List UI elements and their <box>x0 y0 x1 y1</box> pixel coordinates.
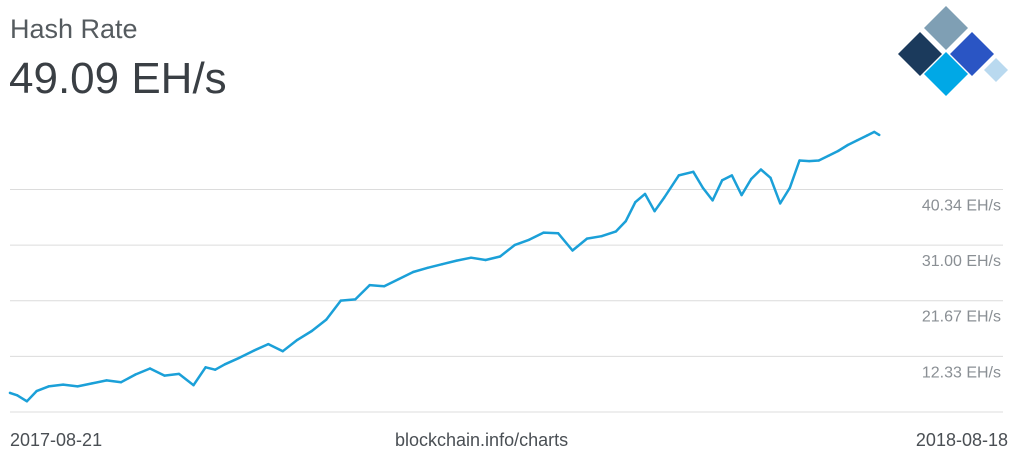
data-point <box>61 383 65 386</box>
data-point <box>134 373 137 376</box>
end-date-label: 2018-08-18 <box>915 430 1008 450</box>
data-point <box>740 193 743 197</box>
start-date-label: 2017-08-21 <box>10 430 103 450</box>
source-label[interactable]: blockchain.info/charts <box>395 430 569 450</box>
data-point <box>484 258 487 262</box>
data-point <box>16 394 19 397</box>
data-point <box>846 143 849 147</box>
logo-left-tile <box>898 32 942 76</box>
data-point <box>779 202 782 205</box>
data-point <box>759 168 763 171</box>
data-point <box>192 384 195 387</box>
data-point <box>556 232 560 235</box>
data-point <box>469 256 473 259</box>
data-point <box>177 372 181 376</box>
data-point <box>634 201 637 204</box>
data-point <box>214 368 217 371</box>
data-point <box>204 366 207 369</box>
data-point <box>865 134 869 137</box>
y-tick-label-0: 12.33 EH/s <box>922 364 1001 381</box>
data-point <box>721 179 724 182</box>
data-point <box>296 338 299 342</box>
data-point <box>769 176 772 179</box>
data-point <box>788 186 791 190</box>
logo-top-tile <box>924 6 968 50</box>
data-point <box>76 385 79 388</box>
data-point <box>354 298 357 301</box>
data-point <box>252 349 256 352</box>
data-point <box>281 350 284 353</box>
data-point <box>624 220 627 223</box>
logo-bottom-tile <box>924 52 968 96</box>
data-point <box>267 342 270 346</box>
data-point <box>90 382 94 385</box>
data-point <box>614 230 618 233</box>
current-hash-rate-value: 49.09 EH/s <box>9 54 227 103</box>
data-point <box>817 159 820 162</box>
data-point <box>730 174 734 177</box>
y-tick-label-1: 21.67 EH/s <box>922 309 1001 326</box>
data-point <box>47 385 50 388</box>
hash-rate-series-line <box>8 130 881 403</box>
data-point <box>808 159 811 163</box>
y-tick-label-2: 31.00 EH/s <box>922 253 1001 270</box>
data-point <box>585 237 589 240</box>
y-tick-label-3: 40.34 EH/s <box>922 197 1001 214</box>
data-point <box>798 159 801 162</box>
logo-right-tile <box>950 32 994 76</box>
data-point <box>368 283 371 287</box>
data-point <box>238 356 241 359</box>
data-point <box>692 170 695 173</box>
data-point <box>527 238 531 241</box>
data-point <box>25 400 29 403</box>
data-point <box>513 243 516 247</box>
data-point <box>455 259 458 262</box>
data-point <box>750 177 753 181</box>
data-point <box>397 277 400 281</box>
data-point <box>873 130 876 134</box>
data-point <box>653 210 656 213</box>
chart-title: Hash Rate <box>10 14 138 44</box>
data-point <box>35 389 38 393</box>
chart-series <box>8 130 881 403</box>
data-point <box>827 154 830 157</box>
data-point <box>663 196 666 199</box>
data-point <box>711 199 714 202</box>
data-point <box>119 381 123 384</box>
data-point <box>571 249 574 252</box>
data-point <box>325 318 328 321</box>
data-point <box>148 367 152 370</box>
chart-grid <box>10 188 1003 413</box>
data-point <box>223 363 227 366</box>
data-point <box>310 329 313 333</box>
data-point <box>701 186 705 190</box>
y-axis-labels: 12.33 EH/s 21.67 EH/s 31.00 EH/s 40.34 EH/s <box>922 197 1001 381</box>
data-point <box>163 374 166 377</box>
data-point <box>105 379 108 382</box>
data-point <box>8 391 12 395</box>
data-point <box>600 235 603 238</box>
data-point <box>643 192 647 196</box>
data-point <box>878 133 881 137</box>
data-point <box>412 270 415 274</box>
blockchain-logo-icon <box>898 6 1008 96</box>
data-point <box>441 263 444 266</box>
data-point <box>542 231 545 234</box>
data-point <box>677 174 680 177</box>
data-point <box>836 149 840 153</box>
logo-small-tile <box>984 58 1008 82</box>
data-point <box>339 299 342 302</box>
data-point <box>383 285 386 288</box>
data-point <box>426 266 429 269</box>
data-point <box>856 139 859 142</box>
data-point <box>498 255 502 258</box>
